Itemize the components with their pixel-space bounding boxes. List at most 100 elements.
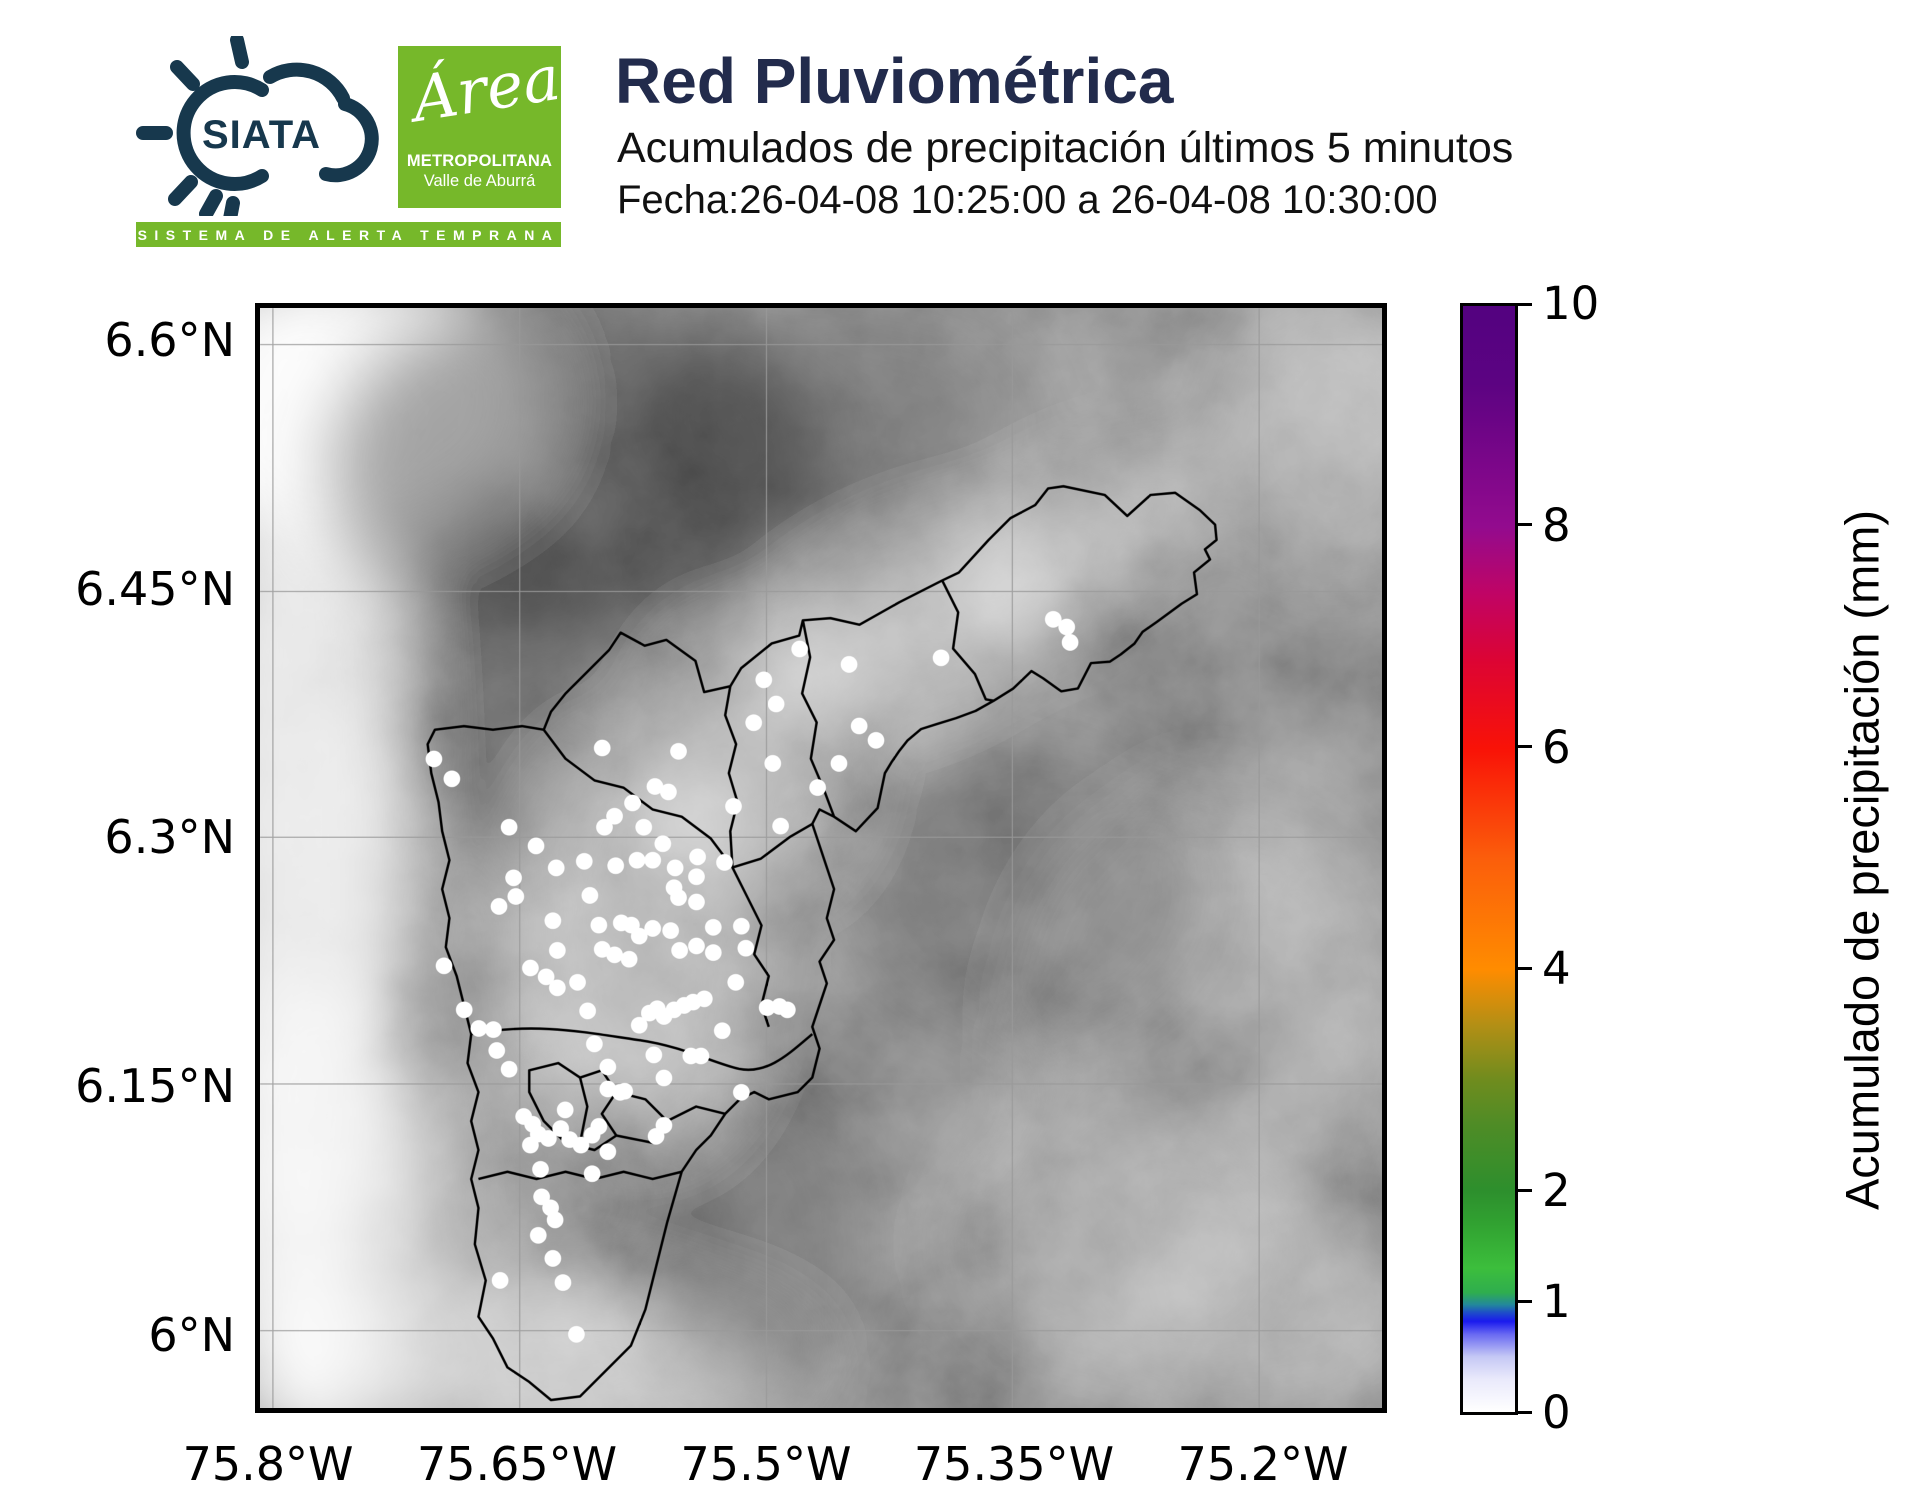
- colorbar: [1460, 303, 1518, 1415]
- station-dot: [644, 851, 662, 869]
- map-plot: [255, 303, 1387, 1413]
- station-dot: [772, 817, 789, 835]
- station-dot: [505, 869, 522, 887]
- station-dot: [590, 1118, 608, 1135]
- municipality-boundary: [941, 579, 994, 702]
- station-dot: [644, 920, 662, 937]
- station-dot: [624, 794, 641, 812]
- station-dot: [507, 888, 525, 905]
- page-subtitle: Acumulados de precipitación últimos 5 mi…: [617, 124, 1514, 172]
- station-dot: [529, 1226, 547, 1244]
- colorbar-tick-mark: [1518, 1410, 1532, 1414]
- x-tick-label: 75.5°W: [680, 1437, 852, 1491]
- colorbar-tick-label: 0: [1542, 1386, 1571, 1439]
- siata-banner: SISTEMA DE ALERTA TEMPRANA: [136, 222, 561, 247]
- station-dot: [532, 1160, 549, 1178]
- station-dot: [548, 979, 566, 997]
- station-dot: [544, 912, 562, 930]
- station-dot: [548, 942, 566, 959]
- station-dot: [581, 887, 599, 904]
- station-dot: [443, 770, 461, 788]
- page-title: Red Pluviométrica: [615, 45, 1174, 117]
- station-dot: [540, 1130, 557, 1147]
- station-dot: [537, 968, 555, 986]
- station-dot: [830, 755, 848, 772]
- colorbar-tick-mark: [1518, 1299, 1532, 1303]
- station-dot: [611, 1083, 629, 1101]
- station-dot: [593, 739, 611, 757]
- siata-logo-text: SIATA: [202, 113, 321, 157]
- station-dot: [607, 857, 625, 875]
- y-tick-label: 6.6°N: [104, 312, 235, 367]
- colorbar-tick-mark: [1518, 523, 1532, 527]
- colorbar-tick-label: 2: [1542, 1164, 1571, 1218]
- station-dot: [500, 1060, 518, 1078]
- station-dot: [688, 868, 705, 886]
- sun-ring-icon: [176, 75, 269, 191]
- station-dot: [670, 889, 687, 906]
- station-dot: [470, 1020, 488, 1037]
- municipality-boundary: [470, 1027, 814, 1072]
- colorbar-label: Acumulado de precipitación (mm): [1835, 509, 1889, 1211]
- station-dot: [732, 917, 750, 935]
- station-dot: [670, 742, 687, 760]
- station-dot: [716, 854, 733, 871]
- graticule: [260, 308, 1382, 1408]
- station-dot: [522, 1136, 539, 1154]
- sun-rays-icon: [136, 36, 249, 216]
- station-dot: [764, 755, 782, 772]
- station-dot: [692, 1047, 710, 1065]
- area-logo-line1: METROPOLITANA: [406, 152, 553, 170]
- municipality-boundary: [666, 1105, 726, 1123]
- station-dot: [635, 818, 653, 836]
- station-dot: [655, 1069, 673, 1087]
- station-dot: [547, 859, 565, 877]
- station-dot: [850, 717, 868, 735]
- station-dot: [546, 1211, 564, 1229]
- station-dot: [791, 640, 809, 658]
- y-tick-label: 6.3°N: [104, 810, 235, 865]
- station-dot: [745, 714, 763, 732]
- station-dot: [572, 1136, 590, 1154]
- station-dot: [932, 649, 950, 667]
- station-dot: [569, 973, 586, 991]
- y-tick-label: 6.45°N: [75, 562, 235, 617]
- station-dot: [586, 1035, 603, 1053]
- station-dots: [425, 610, 1079, 1343]
- area-logo-line2: Valle de Aburrá: [423, 172, 536, 190]
- station-dot: [620, 950, 638, 968]
- date-range: Fecha:26-04-08 10:25:00 a 26-04-08 10:30…: [617, 178, 1438, 222]
- station-dot: [552, 1120, 570, 1137]
- cloud-top-icon: [263, 62, 350, 105]
- station-dot: [583, 1165, 601, 1183]
- colorbar-tick-label: 4: [1542, 942, 1571, 996]
- station-dot: [704, 918, 722, 936]
- municipality-boundary: [578, 1077, 589, 1144]
- y-tick-label: 6°N: [148, 1307, 235, 1362]
- station-dot: [840, 656, 858, 673]
- station-dot: [646, 778, 664, 795]
- colorbar-tick-mark: [1518, 1188, 1532, 1192]
- x-tick-label: 75.65°W: [416, 1437, 618, 1491]
- station-dot: [809, 779, 826, 796]
- siata-logo: SIATA: [136, 36, 379, 216]
- station-dot: [688, 937, 705, 955]
- station-dot: [606, 807, 623, 825]
- area-logo-script: Área: [407, 40, 565, 137]
- station-dot: [732, 1083, 750, 1101]
- station-dot: [727, 973, 745, 991]
- station-dot: [758, 999, 776, 1016]
- x-tick-label: 75.35°W: [913, 1437, 1115, 1491]
- station-dot: [490, 898, 508, 915]
- station-dot: [491, 1272, 509, 1289]
- station-dot: [485, 1021, 502, 1038]
- x-tick-label: 75.8°W: [182, 1437, 354, 1491]
- station-dot: [455, 1001, 473, 1019]
- station-dot: [654, 835, 672, 853]
- station-dot: [435, 957, 453, 975]
- colorbar-tick-mark: [1518, 303, 1532, 306]
- station-dot: [522, 959, 539, 977]
- station-dot: [713, 1022, 731, 1040]
- terrain-basemap: [260, 308, 1382, 1408]
